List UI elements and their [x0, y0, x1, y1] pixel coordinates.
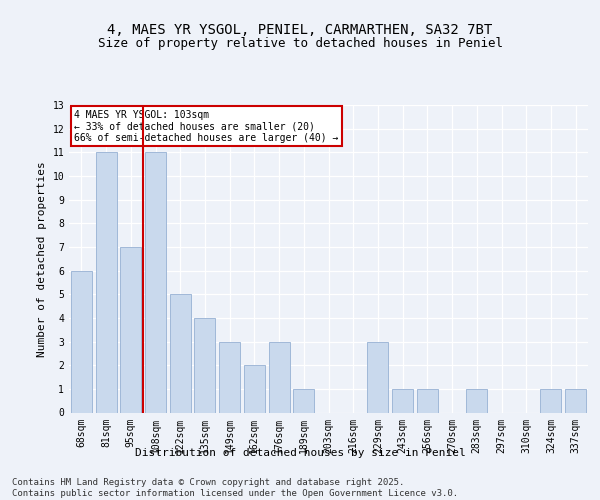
Bar: [392, 389, 413, 412]
Text: Distribution of detached houses by size in Peniel: Distribution of detached houses by size …: [134, 448, 466, 458]
Bar: [219, 342, 240, 412]
Bar: [269, 342, 290, 412]
Bar: [293, 389, 314, 412]
Bar: [367, 342, 388, 412]
Bar: [417, 389, 438, 412]
Text: 4 MAES YR YSGOL: 103sqm
← 33% of detached houses are smaller (20)
66% of semi-de: 4 MAES YR YSGOL: 103sqm ← 33% of detache…: [74, 110, 338, 143]
Bar: [145, 152, 166, 412]
Bar: [194, 318, 215, 412]
Text: 4, MAES YR YSGOL, PENIEL, CARMARTHEN, SA32 7BT: 4, MAES YR YSGOL, PENIEL, CARMARTHEN, SA…: [107, 22, 493, 36]
Bar: [541, 389, 562, 412]
Bar: [120, 247, 141, 412]
Bar: [95, 152, 116, 412]
Bar: [71, 270, 92, 412]
Text: Contains HM Land Registry data © Crown copyright and database right 2025.
Contai: Contains HM Land Registry data © Crown c…: [12, 478, 458, 498]
Bar: [170, 294, 191, 412]
Bar: [565, 389, 586, 412]
Y-axis label: Number of detached properties: Number of detached properties: [37, 161, 47, 356]
Bar: [244, 365, 265, 412]
Bar: [466, 389, 487, 412]
Text: Size of property relative to detached houses in Peniel: Size of property relative to detached ho…: [97, 38, 503, 51]
